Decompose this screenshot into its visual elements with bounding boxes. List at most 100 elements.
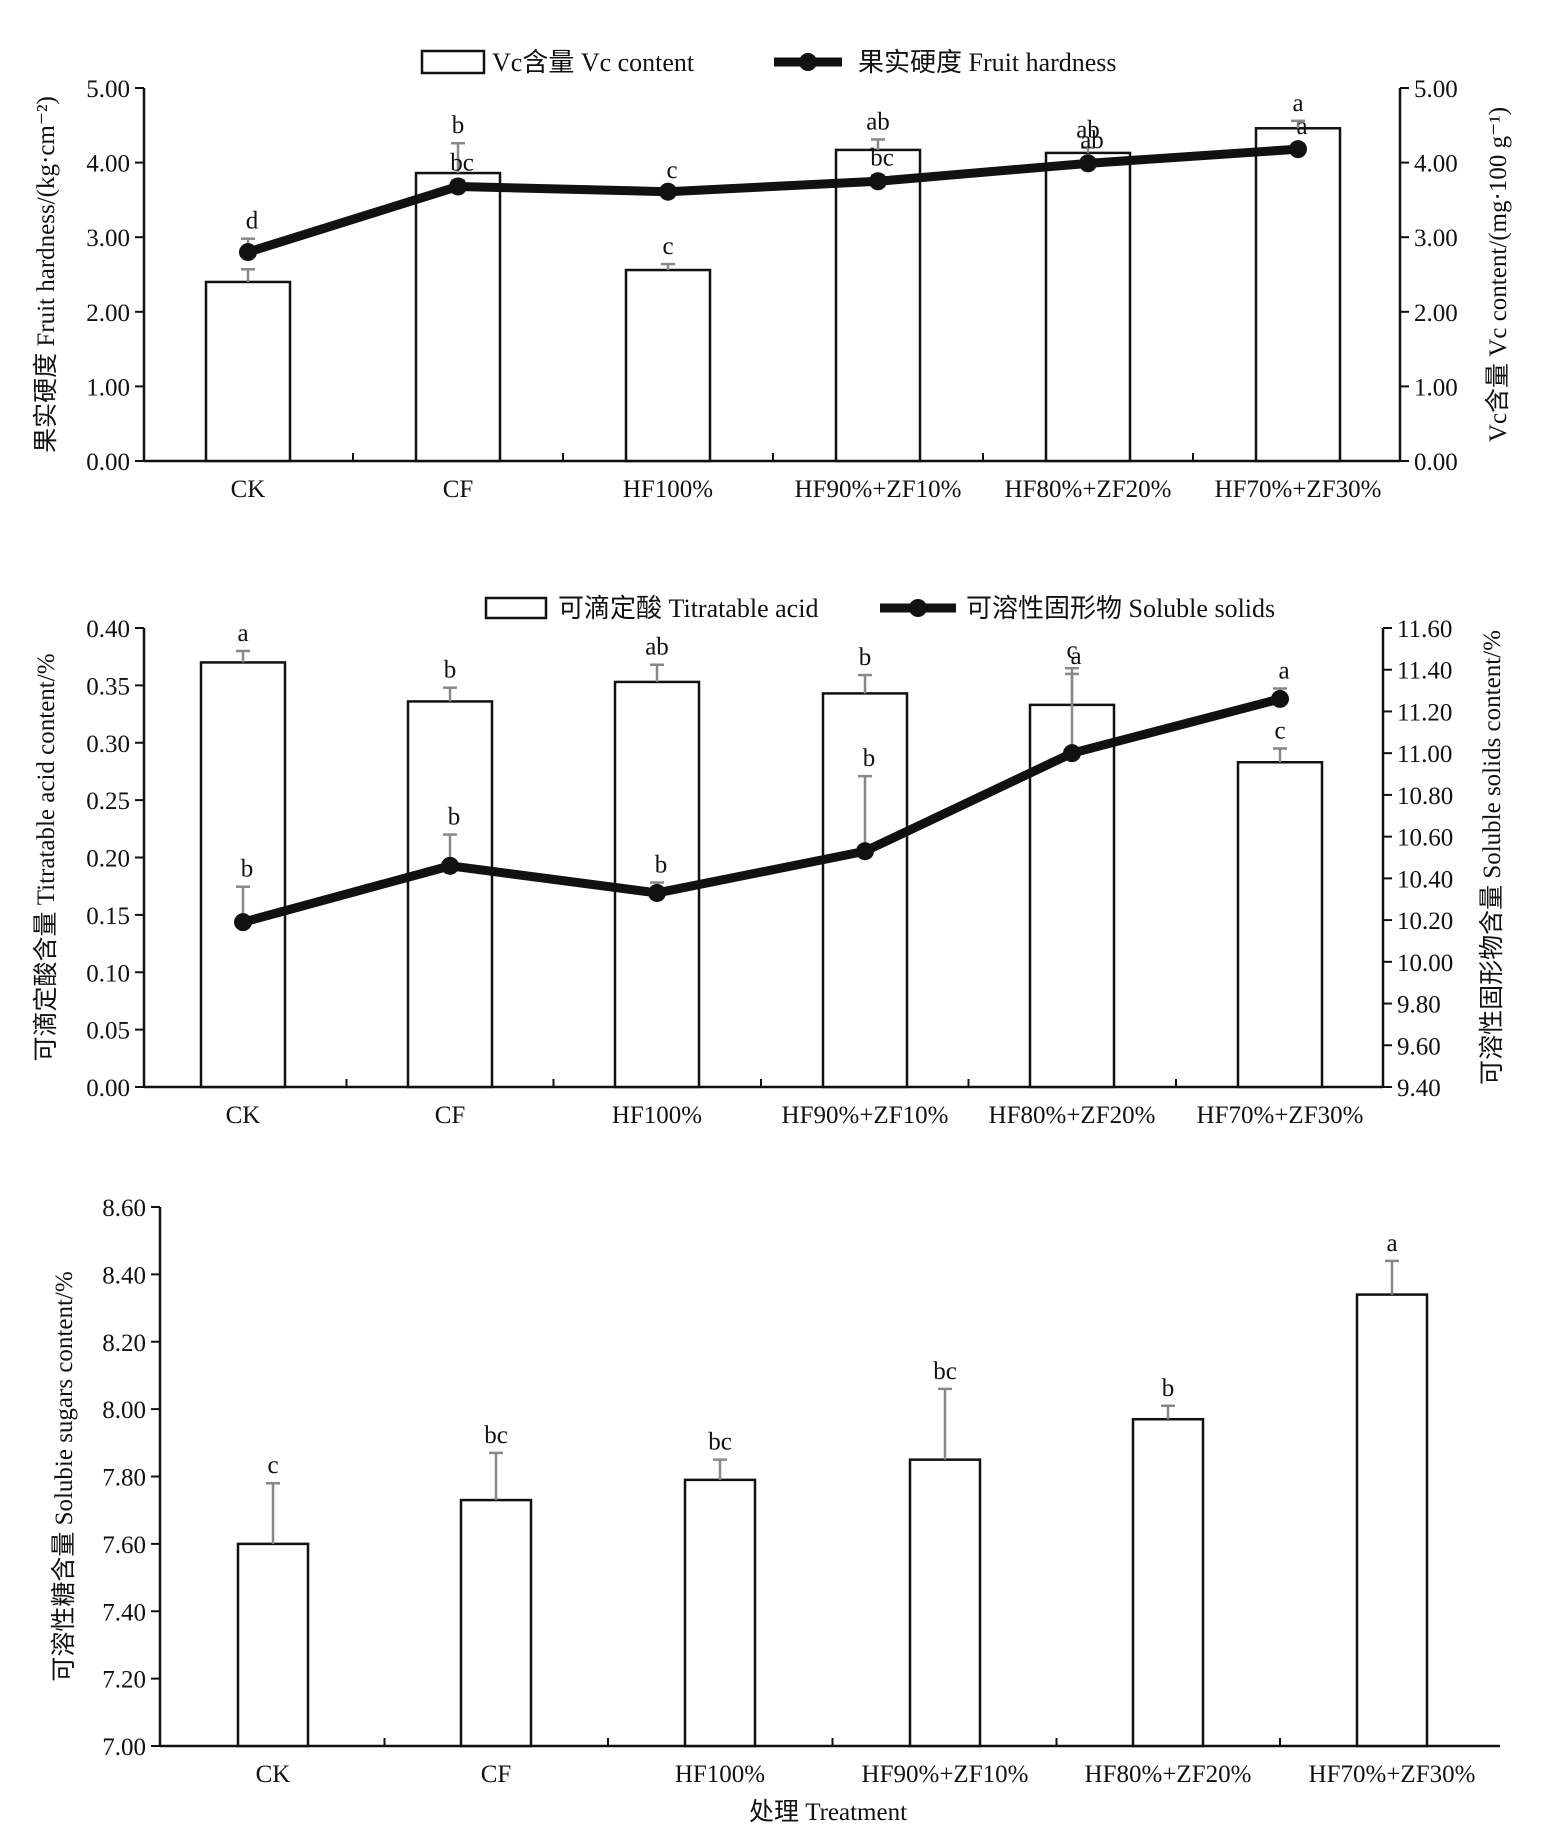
category-label: CK — [256, 1761, 291, 1788]
category-label: HF90%+ZF10% — [862, 1761, 1029, 1788]
y-axis-title: 可溶性糖含量 Solubie sugars content/% — [50, 1271, 78, 1681]
category-label: HF90%+ZF10% — [782, 1102, 949, 1129]
bar — [1238, 762, 1322, 1087]
line-significance-label: b — [241, 856, 254, 883]
right-tick-label: 0.00 — [1414, 449, 1458, 476]
panel-acid-solids: 0.000.050.100.150.200.250.300.350.409.40… — [32, 594, 1506, 1129]
line-point — [648, 884, 666, 902]
left-tick-label: 0.10 — [86, 960, 130, 987]
right-tick-label: 11.20 — [1397, 699, 1452, 726]
left-tick-label: 7.00 — [102, 1734, 146, 1761]
legend: Vc含量 Vc content 果实硬度 Fruit hardness — [422, 48, 1117, 77]
panel-vc-hardness: 0.00 1.00 2.00 3.00 4.00 5.00 0.00 1.00 2.00 3.00… — [32, 48, 1512, 503]
category-label: HF100% — [675, 1761, 765, 1788]
category-label: HF80%+ZF20% — [1085, 1761, 1252, 1788]
right-tick-label: 10.60 — [1397, 825, 1453, 852]
bar — [626, 270, 710, 461]
left-tick-label: 0.35 — [86, 673, 130, 700]
legend-line-marker — [799, 53, 817, 71]
left-tick-label: 7.40 — [102, 1599, 146, 1626]
left-tick-label: 3.00 — [86, 225, 130, 252]
line-point — [659, 183, 677, 201]
bar-significance-label: bc — [708, 1429, 732, 1456]
right-tick-label: 3.00 — [1414, 225, 1458, 252]
legend-bar-swatch — [486, 598, 546, 618]
left-tick-label: 0.20 — [86, 846, 130, 873]
line-significance-label: b — [863, 745, 876, 772]
line-series — [248, 149, 1298, 252]
left-tick-label: 4.00 — [86, 151, 130, 178]
right-tick-label: 9.80 — [1397, 992, 1441, 1019]
bar-significance-label: a — [237, 620, 248, 647]
line-point — [1271, 690, 1289, 708]
left-tick-label: 7.20 — [102, 1667, 146, 1694]
legend-label: Vc含量 Vc content — [492, 48, 695, 77]
bar-significance-label: b — [859, 644, 872, 671]
left-tick-label: 0.40 — [86, 616, 130, 643]
left-tick-label: 1.00 — [86, 374, 130, 401]
left-tick-label: 8.00 — [102, 1397, 146, 1424]
line-point — [449, 177, 467, 195]
right-tick-label: 9.40 — [1397, 1075, 1441, 1102]
left-tick-label: 8.20 — [102, 1330, 146, 1357]
bar — [1256, 128, 1340, 461]
right-tick-label: 11.00 — [1397, 741, 1452, 768]
bar-significance-label: b — [1162, 1375, 1175, 1402]
bar — [408, 701, 492, 1087]
line-significance-label: bc — [450, 150, 474, 177]
category-label: CF — [481, 1761, 512, 1788]
line-point — [239, 243, 257, 261]
right-tick-label: 4.00 — [1414, 151, 1458, 178]
bar-significance-label: c — [267, 1452, 278, 1479]
panel-soluble-sugars: 7.00 7.20 7.40 7.60 7.80 8.00 8.20 8.40 8.60 CK CF… — [50, 1195, 1500, 1826]
left-tick-label: 5.00 — [86, 76, 130, 103]
right-tick-label: 2.00 — [1414, 300, 1458, 327]
right-tick-label: 11.60 — [1397, 616, 1452, 643]
left-tick-label: 0.00 — [86, 1075, 130, 1102]
bar — [238, 1544, 308, 1746]
category-label: CK — [231, 476, 266, 503]
line-significance-label: ab — [1080, 127, 1104, 154]
line-significance-label: b — [448, 804, 461, 831]
line-significance-label: a — [1070, 643, 1081, 670]
left-tick-label: 0.15 — [86, 903, 130, 930]
left-tick-label: 7.80 — [102, 1465, 146, 1492]
right-tick-label: 10.20 — [1397, 908, 1453, 935]
right-tick-label: 10.00 — [1397, 950, 1453, 977]
line-significance-label: bc — [870, 144, 894, 171]
right-tick-label: 5.00 — [1414, 76, 1458, 103]
bar-significance-label: bc — [933, 1358, 957, 1385]
line-point — [1079, 154, 1097, 172]
bar-significance-label: b — [444, 657, 457, 684]
line-point — [1289, 140, 1307, 158]
left-tick-label: 0.30 — [86, 731, 130, 758]
line-point — [441, 857, 459, 875]
right-tick-label: 10.80 — [1397, 783, 1453, 810]
bar-significance-label: c — [1274, 717, 1285, 744]
line-significance-label: c — [666, 157, 677, 184]
right-tick-label: 1.00 — [1414, 374, 1458, 401]
category-label: HF80%+ZF20% — [1005, 476, 1172, 503]
line-significance-label: b — [655, 852, 668, 879]
category-label: HF70%+ZF30% — [1197, 1102, 1364, 1129]
bar-significance-label: ab — [645, 634, 669, 661]
bar — [1133, 1419, 1203, 1746]
bar — [685, 1480, 755, 1746]
category-label: HF90%+ZF10% — [795, 476, 962, 503]
x-axis-title: 处理 Treatment — [749, 1798, 907, 1826]
line-series — [243, 699, 1280, 922]
bar-significance-label: a — [1386, 1230, 1397, 1257]
y-axis-title: 果实硬度 Fruit hardness/(kg·cm⁻²) — [32, 96, 60, 453]
bar — [1046, 153, 1130, 461]
category-label: CK — [226, 1102, 261, 1129]
category-label: HF100% — [612, 1102, 702, 1129]
left-tick-label: 7.60 — [102, 1532, 146, 1559]
line-point — [1063, 744, 1081, 762]
category-label: HF100% — [623, 476, 713, 503]
legend-line-marker — [909, 599, 927, 617]
category-label: CF — [443, 476, 474, 503]
category-label: HF70%+ZF30% — [1215, 476, 1382, 503]
category-label: HF70%+ZF30% — [1309, 1761, 1476, 1788]
line-significance-label: d — [246, 208, 259, 235]
right-tick-label: 10.40 — [1397, 866, 1453, 893]
